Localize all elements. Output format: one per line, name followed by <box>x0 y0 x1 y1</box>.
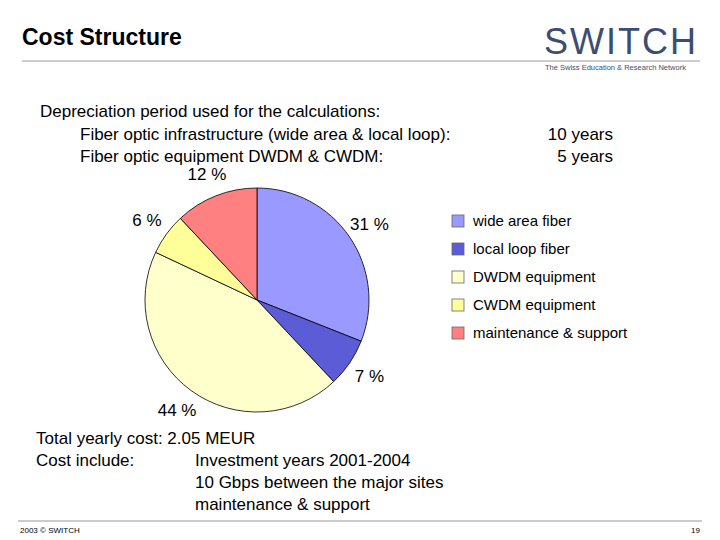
footer-copyright: 2003 © SWITCH <box>20 526 80 535</box>
page-number: 19 <box>691 526 700 535</box>
legend: wide area fiber local loop fiber DWDM equi… <box>452 212 628 341</box>
depreciation-label: Fiber optic infrastructure (wide area & … <box>80 125 450 144</box>
slide: Cost Structure SWITCHThe Swiss Education … <box>0 0 720 540</box>
includes-label: Cost include: <box>36 451 134 470</box>
depreciation-value: 10 years <box>548 125 613 144</box>
data-label: 31 % <box>350 215 389 234</box>
legend-swatch <box>452 271 464 283</box>
legend-entry: wide area fiber <box>472 212 571 229</box>
legend-swatch <box>452 243 464 255</box>
data-label: 7 % <box>355 367 384 386</box>
data-label: 6 % <box>132 211 161 230</box>
legend-entry: DWDM equipment <box>473 268 596 285</box>
legend-swatch <box>452 299 464 311</box>
legend-swatch <box>452 215 464 227</box>
data-label: 44 % <box>158 401 197 420</box>
includes-item: Investment years 2001-2004 <box>195 451 410 470</box>
depreciation-value: 5 years <box>557 147 613 166</box>
includes-item: 10 Gbps between the major sites <box>195 473 444 492</box>
legend-entry: maintenance & support <box>473 324 628 341</box>
depreciation-heading: Depreciation period used for the calcula… <box>40 102 380 121</box>
includes-item: maintenance & support <box>195 495 370 514</box>
logo: SWITCH <box>544 21 698 62</box>
logo-tagline: The Swiss Education & Research Network <box>545 63 686 72</box>
data-labels: 31 % 7 % 44 % 6 % 12 % <box>132 165 389 420</box>
legend-entry: CWDM equipment <box>473 296 596 313</box>
header-rule <box>22 61 700 62</box>
depreciation-label: Fiber optic equipment DWDM & CWDM: <box>80 147 383 166</box>
slide-title: Cost Structure <box>22 24 182 50</box>
pie <box>145 188 369 412</box>
legend-swatch <box>452 327 464 339</box>
total-cost: Total yearly cost: 2.05 MEUR <box>36 429 255 448</box>
legend-entry: local loop fiber <box>473 240 570 257</box>
footer-rule <box>18 521 702 522</box>
data-label: 12 % <box>188 165 227 184</box>
pie-slice <box>180 188 257 300</box>
